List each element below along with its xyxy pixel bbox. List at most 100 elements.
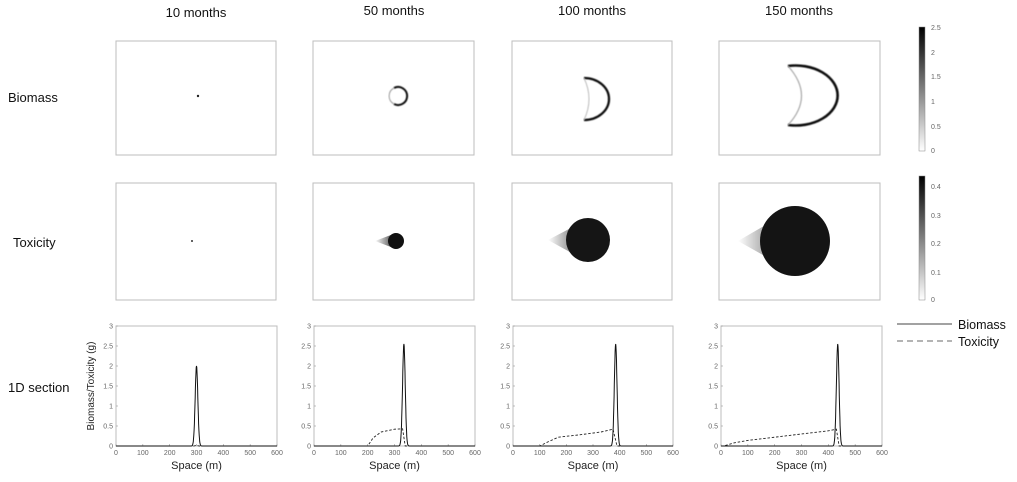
y-tick-label: 1.5 <box>708 384 718 391</box>
x-tick-label: 400 <box>415 450 427 457</box>
legend-toxicity-label: Toxicity <box>958 335 1000 349</box>
toxicity-colorbar-tick: 0.1 <box>931 270 941 277</box>
section-plot-frame <box>720 325 883 447</box>
x-tick-label: 100 <box>335 450 347 457</box>
section-xlabel: Space (m) <box>776 460 827 472</box>
y-tick-label: 0 <box>109 444 113 451</box>
biomass-colorbar <box>918 26 926 152</box>
y-tick-label: 3 <box>506 324 510 331</box>
x-tick-label: 100 <box>742 450 754 457</box>
column-title-150: 150 months <box>765 3 833 18</box>
x-tick-label: 600 <box>876 450 888 457</box>
y-tick-label: 2 <box>714 364 718 371</box>
biomass-map-150 <box>718 40 881 156</box>
biomass-ring-50-inner <box>388 87 395 105</box>
x-tick-label: 400 <box>614 450 626 457</box>
x-tick-label: 500 <box>244 450 256 457</box>
x-tick-label: 400 <box>217 450 229 457</box>
toxicity-line <box>314 428 475 447</box>
y-tick-label: 3 <box>307 324 311 331</box>
section-plot-frame <box>115 325 278 447</box>
biomass-line <box>513 343 673 447</box>
x-tick-label: 100 <box>137 450 149 457</box>
y-tick-label: 0.5 <box>500 424 510 431</box>
y-tick-label: 1 <box>506 404 510 411</box>
x-tick-label: 300 <box>796 450 808 457</box>
toxicity-map-50 <box>312 182 475 301</box>
column-title-100: 100 months <box>558 3 626 18</box>
biomass-colorbar-tick: 1.5 <box>931 74 941 81</box>
x-tick-label: 0 <box>511 450 515 457</box>
x-tick-label: 200 <box>560 450 572 457</box>
toxicity-colorbar-tick: 0.2 <box>931 241 941 248</box>
section-plot-frame <box>512 325 674 447</box>
x-tick-label: 500 <box>640 450 652 457</box>
y-tick-label: 0.5 <box>708 424 718 431</box>
biomass-dot-10 <box>196 94 200 98</box>
x-tick-label: 600 <box>667 450 679 457</box>
biomass-ring-150 <box>787 64 839 127</box>
x-tick-label: 300 <box>389 450 401 457</box>
legend-biomass-label: Biomass <box>958 318 1006 332</box>
y-tick-label: 3 <box>109 324 113 331</box>
toxicity-colorbar <box>918 175 926 301</box>
y-tick-label: 2.5 <box>301 344 311 351</box>
y-tick-label: 2 <box>506 364 510 371</box>
x-tick-label: 200 <box>164 450 176 457</box>
section-plot-frame <box>313 325 476 447</box>
x-tick-label: 500 <box>442 450 454 457</box>
biomass-map-10 <box>115 40 277 156</box>
toxicity-line <box>513 428 673 447</box>
toxicity-colorbar-tick: 0.4 <box>931 184 941 191</box>
toxicity-line <box>721 428 882 447</box>
x-tick-label: 600 <box>271 450 283 457</box>
biomass-line <box>721 343 882 447</box>
column-title-10: 10 months <box>166 5 227 20</box>
toxicity-colorbar-tick: 0.3 <box>931 213 941 220</box>
x-tick-label: 0 <box>114 450 118 457</box>
y-tick-label: 2 <box>109 364 113 371</box>
toxicity-blob-100 <box>566 218 610 262</box>
x-tick-label: 300 <box>587 450 599 457</box>
y-tick-label: 0 <box>714 444 718 451</box>
row-label-biomass: Biomass <box>8 90 58 105</box>
x-tick-label: 300 <box>191 450 203 457</box>
x-tick-label: 200 <box>362 450 374 457</box>
section-xlabel: Space (m) <box>171 460 222 472</box>
toxicity-blob-150 <box>760 206 830 276</box>
biomass-ring-50 <box>393 86 409 106</box>
toxicity-map-10 <box>115 182 277 301</box>
biomass-line <box>314 343 475 447</box>
biomass-colorbar-tick: 1 <box>931 99 935 106</box>
y-tick-label: 1 <box>307 404 311 411</box>
toxicity-dot-10 <box>191 240 193 242</box>
biomass-ring-100-tail <box>583 77 590 121</box>
biomass-colorbar-tick: 0.5 <box>931 124 941 131</box>
y-tick-label: 1.5 <box>500 384 510 391</box>
y-tick-label: 2.5 <box>103 344 113 351</box>
x-tick-label: 600 <box>469 450 481 457</box>
x-tick-label: 100 <box>534 450 546 457</box>
y-tick-label: 3 <box>714 324 718 331</box>
section-xlabel: Space (m) <box>369 460 420 472</box>
section-xlabel: Space (m) <box>568 460 619 472</box>
y-tick-label: 1 <box>109 404 113 411</box>
column-title-50: 50 months <box>364 3 425 18</box>
biomass-colorbar-tick: 2.5 <box>931 25 941 32</box>
section-ylabel: Biomass/Toxicity (g) <box>86 342 97 431</box>
y-tick-label: 1 <box>714 404 718 411</box>
row-label-toxicity: Toxicity <box>13 235 56 250</box>
y-tick-label: 2 <box>307 364 311 371</box>
y-tick-label: 1.5 <box>103 384 113 391</box>
biomass-ring-100 <box>583 76 611 122</box>
y-tick-label: 0 <box>506 444 510 451</box>
biomass-map-100 <box>511 40 673 156</box>
x-tick-label: 200 <box>769 450 781 457</box>
row-label-1d-section: 1D section <box>8 380 69 395</box>
toxicity-blob-50 <box>388 233 404 249</box>
biomass-colorbar-tick: 2 <box>931 50 935 57</box>
y-tick-label: 0.5 <box>301 424 311 431</box>
x-tick-label: 400 <box>822 450 834 457</box>
